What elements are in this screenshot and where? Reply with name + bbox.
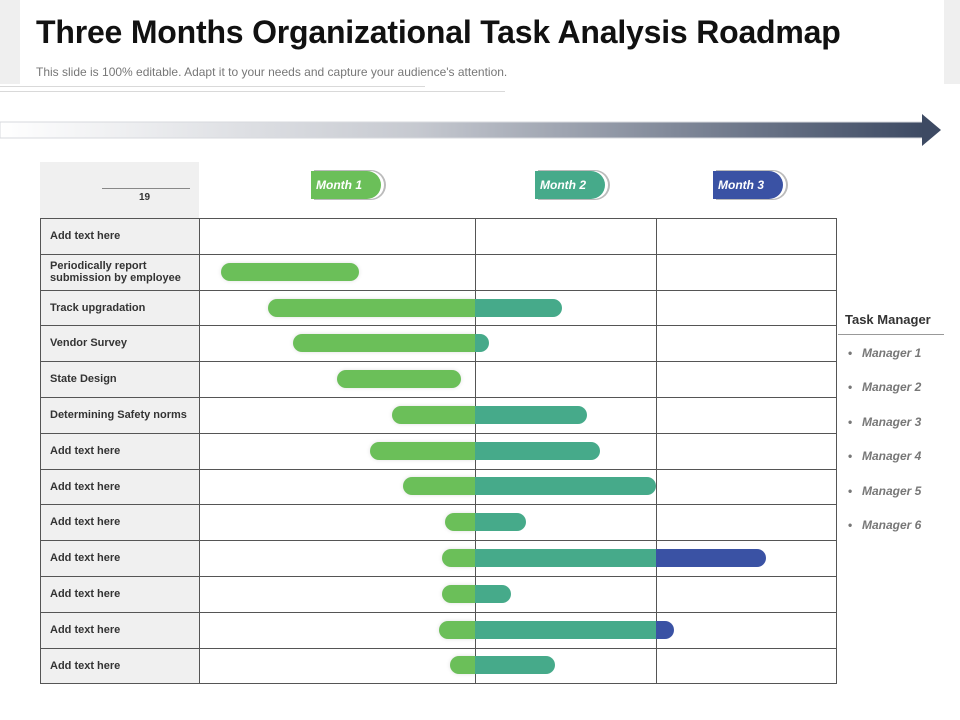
legend-item-label: Manager 5 bbox=[862, 483, 922, 498]
bullet-icon: • bbox=[848, 449, 853, 464]
bullet-icon: • bbox=[848, 414, 853, 429]
task-label: Add text here bbox=[50, 552, 121, 564]
task-label: Vendor Survey bbox=[50, 337, 128, 349]
task-label: Add text here bbox=[50, 660, 121, 672]
legend-item: • Manager 1 bbox=[848, 346, 921, 360]
task-bar-month-1 bbox=[337, 370, 461, 388]
column-divider bbox=[199, 218, 200, 684]
legend-item-label: Manager 3 bbox=[862, 414, 922, 429]
row-divider bbox=[40, 648, 837, 649]
legend-item-label: Manager 6 bbox=[862, 518, 922, 532]
task-label: State Design bbox=[50, 373, 117, 385]
task-bar-month-1 bbox=[221, 263, 359, 281]
legend-item-label: Manager 4 bbox=[862, 449, 922, 464]
legend-item-label: Manager 2 bbox=[862, 380, 922, 395]
row-divider bbox=[40, 433, 837, 434]
task-bar-month-1 bbox=[293, 334, 475, 352]
legend-item: • Manager 4 bbox=[848, 449, 921, 463]
header-rule bbox=[102, 188, 190, 189]
task-label: Add text here bbox=[50, 445, 121, 457]
header-right-band bbox=[944, 0, 960, 84]
task-label: Add text here bbox=[50, 481, 121, 493]
task-bar-month-1 bbox=[450, 656, 475, 674]
page-title: Three Months Organizational Task Analysi… bbox=[36, 14, 841, 50]
bullet-icon: • bbox=[848, 346, 853, 360]
task-bar-month-2 bbox=[475, 549, 656, 567]
task-bar-month-1 bbox=[403, 477, 475, 495]
legend-item-label: Manager 1 bbox=[862, 346, 922, 360]
task-bar-month-2 bbox=[475, 656, 555, 674]
legend-item: • Manager 2 bbox=[848, 380, 921, 394]
header-number: 19 bbox=[138, 192, 151, 203]
legend-item: • Manager 5 bbox=[848, 484, 921, 498]
task-bar-month-1 bbox=[370, 442, 475, 460]
row-divider bbox=[40, 504, 837, 505]
row-divider bbox=[40, 325, 837, 326]
task-bar-month-2 bbox=[475, 513, 526, 531]
row-divider bbox=[40, 576, 837, 577]
task-bar-month-3 bbox=[656, 621, 674, 639]
task-label: Periodically report submission by employ… bbox=[50, 260, 181, 284]
task-bar-month-2 bbox=[475, 477, 656, 495]
row-divider bbox=[40, 290, 837, 291]
task-bar-month-2 bbox=[475, 334, 489, 352]
legend-title: Task Manager bbox=[845, 312, 931, 327]
task-label: Track upgradation bbox=[50, 302, 146, 314]
month-tag-1: Month 1 bbox=[311, 171, 381, 199]
month-tag-3: Month 3 bbox=[713, 171, 783, 199]
task-label: Determining Safety norms bbox=[50, 409, 187, 421]
task-label: Add text here bbox=[50, 588, 121, 600]
task-bar-month-1 bbox=[445, 513, 475, 531]
task-bar-month-1 bbox=[439, 621, 475, 639]
row-divider bbox=[40, 254, 837, 255]
task-label: Add text here bbox=[50, 516, 121, 528]
task-label: Add text here bbox=[50, 230, 121, 242]
table-header-cell: 19 bbox=[40, 162, 199, 218]
legend-item: • Manager 3 bbox=[848, 415, 921, 429]
header-divider-2 bbox=[0, 91, 505, 92]
gantt-table bbox=[40, 218, 837, 684]
task-bar-month-1 bbox=[442, 549, 475, 567]
task-bar-month-2 bbox=[475, 442, 600, 460]
month-tag-2: Month 2 bbox=[535, 171, 605, 199]
bullet-icon: • bbox=[848, 483, 853, 498]
task-label: Add text here bbox=[50, 624, 121, 636]
row-divider bbox=[40, 361, 837, 362]
legend-item: • Manager 6 bbox=[848, 518, 921, 532]
header-left-band bbox=[0, 0, 20, 84]
task-bar-month-2 bbox=[475, 585, 511, 603]
row-divider bbox=[40, 612, 837, 613]
row-divider bbox=[40, 397, 837, 398]
column-divider bbox=[656, 218, 657, 684]
bullet-icon: • bbox=[848, 518, 853, 532]
task-bar-month-2 bbox=[475, 299, 562, 317]
task-bar-month-1 bbox=[392, 406, 475, 424]
row-divider bbox=[40, 469, 837, 470]
task-bar-month-2 bbox=[475, 406, 587, 424]
timeline-arrow bbox=[0, 114, 941, 146]
task-bar-month-1 bbox=[442, 585, 475, 603]
header-divider bbox=[0, 86, 425, 87]
bullet-icon: • bbox=[848, 380, 853, 395]
task-bar-month-3 bbox=[656, 549, 766, 567]
task-bar-month-2 bbox=[475, 621, 656, 639]
page-subtitle: This slide is 100% editable. Adapt it to… bbox=[36, 65, 508, 79]
task-label-column bbox=[40, 218, 199, 684]
row-divider bbox=[40, 540, 837, 541]
task-bar-month-1 bbox=[268, 299, 475, 317]
legend-divider bbox=[838, 334, 944, 335]
